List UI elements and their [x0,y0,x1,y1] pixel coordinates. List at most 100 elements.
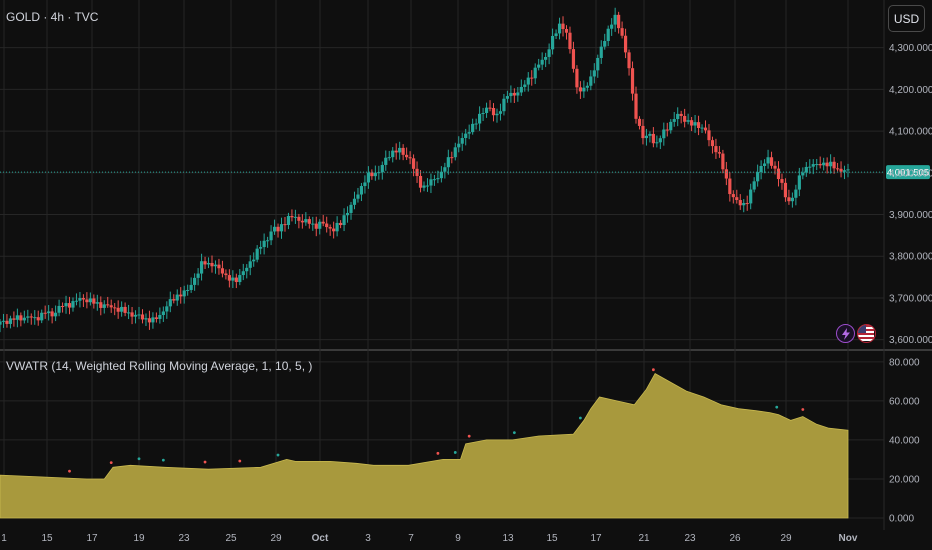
candle-body [554,33,558,36]
currency-button[interactable]: USD [888,5,925,32]
signal-marker [578,416,582,420]
candle-body [672,119,676,122]
candle-body [332,228,336,232]
candle-body [126,312,131,314]
candle-body [300,220,304,223]
candle-body [130,312,134,317]
candle-body [773,165,777,169]
symbol-title[interactable]: GOLD · 4h · TVC [6,10,99,24]
signal-marker [238,459,242,463]
candle-body [700,127,704,129]
candle-body [304,219,308,223]
candle-body [589,76,593,86]
candle-body [29,316,33,318]
x-axis-tick-label: 7 [408,533,414,544]
candle-body [495,113,499,116]
candle-body [429,179,433,186]
candle-body [1,320,6,322]
candle-body [64,303,68,307]
candle-body [60,305,65,307]
candle-body [252,259,256,262]
candle-body [272,226,277,232]
indicator-title[interactable]: VWATR (14, Weighted Rolling Moving Avera… [6,359,313,373]
candle-body [471,123,475,133]
candle-body [321,221,325,224]
x-axis-tick-label: 23 [684,533,696,544]
candle-body [509,92,513,97]
event-icons [836,324,876,343]
candle-body [151,317,155,323]
candle-body [238,275,242,283]
candle-body [446,157,450,168]
candle-body [193,277,197,285]
candle-body [92,298,96,304]
candle-body [405,154,409,158]
candle-body [794,189,798,198]
candle-body [457,143,461,148]
candle-body [394,150,398,153]
candle-body [377,172,381,174]
candle-body [641,125,645,139]
candle-body [491,107,496,116]
candle-body [550,35,555,50]
signal-marker [801,408,805,411]
candle-body [50,311,54,317]
candle-body [769,157,774,166]
price-axis-tick-label: 4,100.000 [889,127,932,138]
candle-body [140,314,145,320]
candle-body [815,164,819,166]
candle-body [425,185,430,187]
candle-body [279,224,284,232]
candle-body [655,142,659,144]
candle-body [762,163,767,166]
candle-body [575,68,579,88]
candle-body [634,93,638,119]
candle-body [658,138,662,143]
price-axis-tick-label: 3,600.000 [889,335,932,346]
x-axis-tick-label: 13 [502,533,514,544]
candle-body [78,298,82,301]
candle-body [683,115,687,122]
candle-body [717,152,722,154]
candle-body [662,129,666,139]
candle-body [262,240,266,248]
candle-body [822,162,826,166]
candle-body [314,223,318,229]
us-flag-icon[interactable] [857,324,876,343]
candle-body [481,112,485,114]
candle-body [613,14,617,25]
x-axis-tick-label: 9 [455,533,461,544]
candle-body [623,35,628,53]
candle-body [349,204,353,213]
indicator-pane[interactable] [0,368,849,519]
candle-body [592,70,596,77]
lightning-icon[interactable] [836,324,855,343]
signal-marker [453,451,457,454]
candle-body [172,299,176,301]
candle-body [745,203,749,205]
candle-body [582,87,586,92]
vwatr-area [0,373,849,519]
candle-body [241,271,245,276]
x-axis-tick-label: Nov [839,533,858,544]
signal-marker [775,405,779,409]
candle-body [742,203,746,206]
candle-body [81,298,86,300]
price-axis-tick-label: 3,800.000 [889,252,932,263]
price-pane[interactable]: 4,001.505 [0,7,930,333]
candle-body [474,123,478,125]
candle-body [703,127,708,131]
candle-body [154,317,158,319]
price-axis-tick-label: 3,700.000 [889,293,932,304]
candle-body [366,172,370,183]
candle-body [439,171,443,179]
candle-body [505,96,510,99]
candle-body [808,166,812,168]
candle-body [693,122,697,126]
candle-body [519,86,523,93]
candle-body [290,215,294,218]
candle-body [283,224,287,226]
candle-body [318,221,322,229]
candle-body [766,157,770,164]
